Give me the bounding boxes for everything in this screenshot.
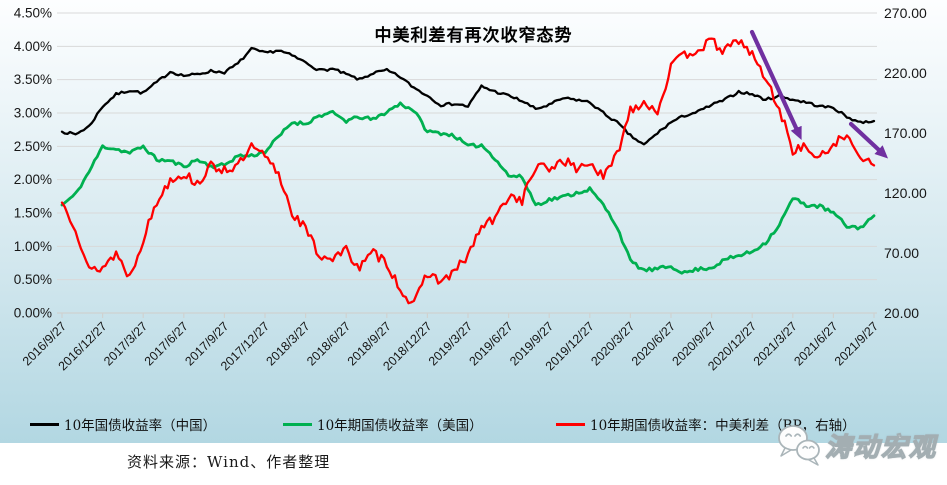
legend-label-us: 10年期国债收益率（美国） bbox=[317, 418, 483, 434]
plot-background bbox=[0, 0, 947, 443]
y-axis-label-right: 70.00 bbox=[884, 245, 919, 261]
series-line-us bbox=[60, 101, 876, 275]
watermark: 涛动宏观 bbox=[776, 423, 937, 467]
y-axis-label-right: 270.00 bbox=[884, 5, 927, 21]
series-line-spread bbox=[60, 37, 876, 305]
legend-label-china: 10年国债收益率（中国） bbox=[64, 418, 217, 434]
y-axis-label-left: 0.50% bbox=[14, 272, 52, 287]
legend-item-us: 10年期国债收益率（美国） bbox=[283, 416, 483, 434]
legend-item-china: 10年国债收益率（中国） bbox=[30, 416, 217, 434]
plot-canvas: 2016/9/272016/12/272017/3/272017/6/27201… bbox=[0, 0, 947, 443]
trend-arrow bbox=[848, 121, 889, 159]
y-axis-label-left: 1.50% bbox=[14, 206, 52, 221]
y-axis-label-left: 4.50% bbox=[14, 6, 52, 21]
y-axis-label-right: 170.00 bbox=[884, 125, 927, 141]
y-axis-label-left: 3.50% bbox=[14, 72, 52, 87]
y-axis-label-left: 2.00% bbox=[14, 172, 52, 187]
trend-arrow bbox=[749, 29, 802, 140]
y-axis-label-left: 0.00% bbox=[14, 306, 52, 321]
legend-line-us bbox=[283, 422, 312, 426]
y-axis-label-right: 220.00 bbox=[884, 65, 927, 81]
chart-panel: 2016/9/27 2016/12/27 2017/3/27 2017/6/27 201… bbox=[0, 0, 947, 443]
y-axis-label-right: 120.00 bbox=[884, 185, 927, 201]
chart-title: 中美利差有再次收窄态势 bbox=[374, 26, 573, 46]
y-axis-label-left: 2.50% bbox=[14, 139, 52, 154]
legend-line-spread bbox=[556, 422, 585, 426]
wechat-icon bbox=[778, 425, 820, 466]
watermark-text: 涛动宏观 bbox=[824, 432, 938, 463]
y-axis-label-left: 4.00% bbox=[14, 39, 52, 54]
y-axis-label-left: 1.00% bbox=[14, 239, 52, 254]
y-axis-label-right: 20.00 bbox=[884, 305, 919, 321]
legend-line-china bbox=[30, 422, 59, 426]
series-line-china bbox=[60, 46, 876, 146]
y-axis-label-left: 3.00% bbox=[14, 106, 52, 121]
source-note: 资料来源：Wind、作者整理 bbox=[127, 453, 331, 471]
